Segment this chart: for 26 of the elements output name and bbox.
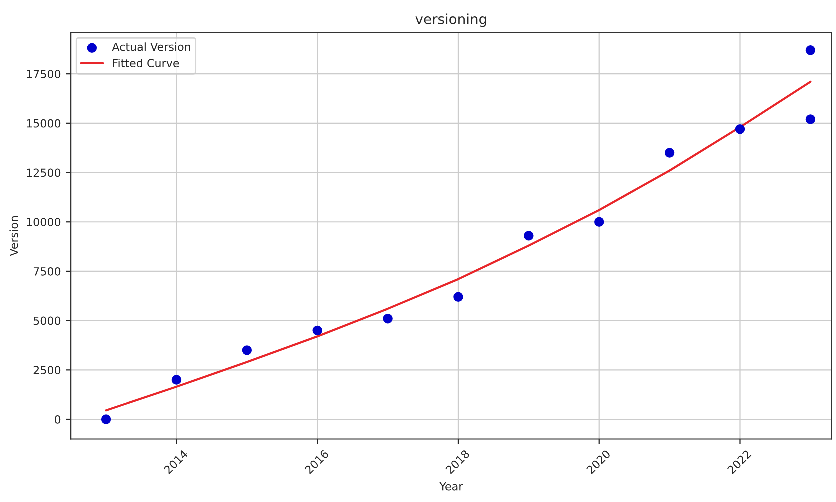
line-series [105, 80, 812, 412]
y-tick-label: 0 [55, 415, 61, 424]
legend-label: Fitted Curve [113, 58, 180, 68]
point [664, 148, 675, 158]
y-tick-label: 2500 [34, 366, 61, 375]
x-axis-title: Year [440, 482, 464, 491]
y-axis-title: Version [10, 216, 18, 256]
y-tick-label: 12500 [27, 168, 61, 178]
chart-title: versioning [416, 14, 486, 28]
point [101, 414, 112, 424]
point [383, 314, 393, 324]
point [312, 326, 322, 336]
y-tick-label: 5000 [34, 316, 61, 326]
point [524, 231, 534, 241]
point [172, 375, 182, 385]
y-tick-label: 15000 [27, 119, 61, 128]
point [806, 46, 816, 56]
point [806, 114, 816, 124]
point [594, 217, 604, 227]
point [454, 292, 464, 302]
point [735, 124, 746, 134]
legend-label: Actual Version [112, 42, 190, 52]
point [242, 346, 252, 356]
y-tick-label: 17500 [27, 70, 61, 78]
y-tick-label: 7500 [34, 267, 61, 276]
y-tick-label: 10000 [27, 218, 61, 226]
